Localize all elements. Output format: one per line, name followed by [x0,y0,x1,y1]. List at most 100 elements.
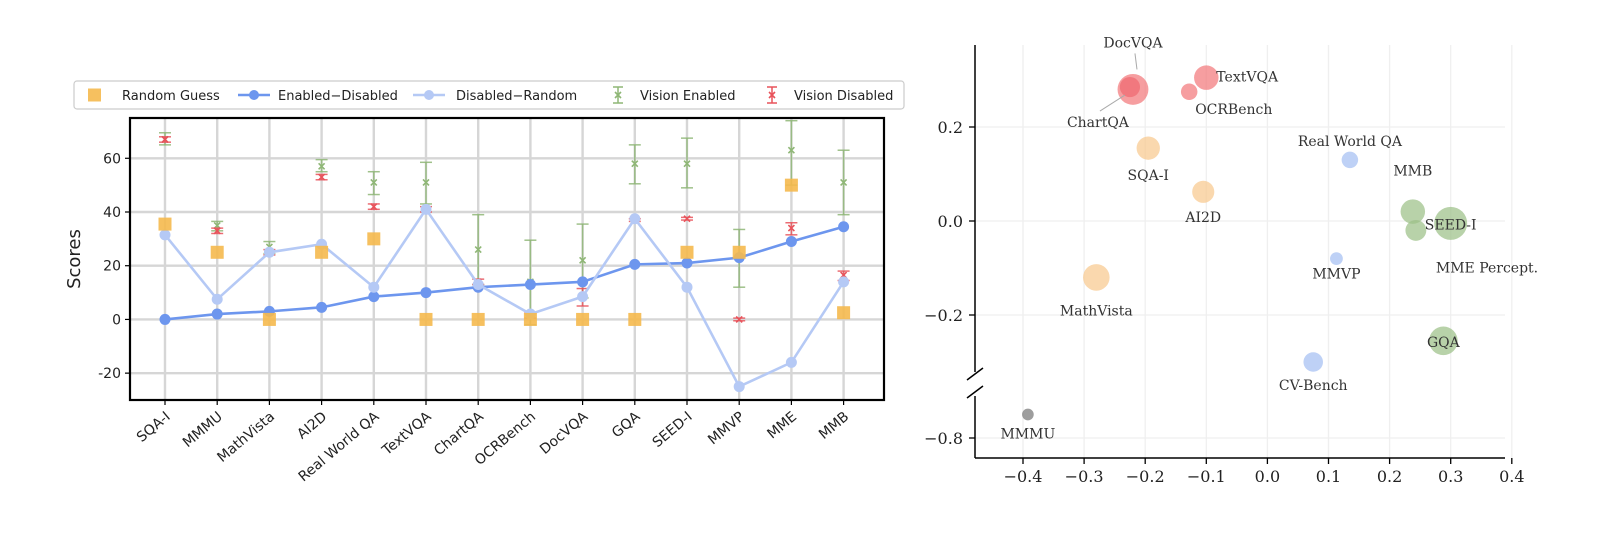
random-guess-marker [262,312,276,326]
left-grid [130,118,884,400]
random-guess-marker [315,245,329,259]
x-tick-label: 0.2 [1377,467,1402,486]
error-bar-mean [579,256,587,264]
random-guess-marker [784,178,798,192]
random-guess-marker [576,312,590,326]
bubble-label: DocVQA [1103,35,1163,51]
error-bar-mean [474,246,482,254]
bubble-label: MMMU [1000,427,1055,443]
legend-box [73,80,905,110]
series-point [159,229,171,241]
series-point [577,291,589,303]
right-grid [975,45,1513,458]
x-tick-label: MMMU [180,409,226,451]
right-axes: 0.2 0.0 −0.2 −0.8 −0.4 −0.3 −0.2 −0.1 0.0 0.1 0.2 0… [924,45,1525,486]
random-guess-marker [367,232,381,246]
series-point [316,301,328,313]
bubble-label: Real World QA [1298,134,1403,150]
axis-break-mark [966,367,984,381]
x-tick-label: AI2D [294,409,330,443]
legend-swatch [614,91,622,99]
x-tick-label: DocVQA [537,409,591,458]
label-leader-line [1099,94,1126,112]
x-tick-label: −0.1 [1187,467,1226,486]
x-tick-label: 0.1 [1316,467,1341,486]
series-point [211,308,223,320]
y-tick-label: −0.8 [924,429,963,448]
bubble [1136,136,1160,160]
series-point [681,257,693,269]
series-point [838,276,850,288]
series-point [629,258,641,270]
error-bar-mean [370,178,378,187]
series-point [733,381,745,393]
y-tick-label: -20 [98,366,121,382]
series-point [838,221,850,233]
series-line [164,225,844,321]
x-tick-label: SQA-I [134,409,174,446]
series-point [577,276,589,288]
x-tick-label: MMVP [705,409,748,448]
bubble-label: MathVista [1060,303,1133,319]
random-guess-marker [523,312,537,326]
x-tick-label: 0.4 [1499,467,1524,486]
bubble [1083,264,1110,291]
bubble-label: TextVQA [1216,70,1279,86]
x-tick-label: −0.2 [1126,467,1165,486]
bubble [1192,180,1215,203]
bubble [1400,199,1426,224]
x-tick-label: SEED-I [650,409,696,451]
random-guess-marker [471,312,485,326]
x-tick-label: MME [764,409,800,442]
bubble [1341,151,1359,169]
legend-label: Enabled−Disabled [278,89,398,104]
series-point [211,293,223,305]
bubble [1434,206,1468,240]
x-tick-label: MMB [816,409,852,443]
y-tick-label: 0.0 [938,212,963,231]
error-bar-mean [787,224,795,232]
x-tick-label: TextVQA [379,409,435,460]
random-guess-marker [628,312,642,326]
legend-label: Disabled−Random [456,89,577,104]
bubble-label: MMVP [1312,267,1360,283]
bubble-label: AI2D [1184,210,1221,226]
series-point [524,279,536,291]
series-point [159,313,171,325]
series-point [785,356,797,368]
bubble-label: CV-Bench [1279,378,1348,394]
bubble-label: MMB [1393,164,1432,180]
bubble-label: MME Percept. [1436,260,1538,276]
y-tick-label: −0.2 [924,306,963,325]
bubble [1022,408,1034,421]
series-point [368,291,380,303]
error-bar-mean [735,315,743,323]
error-bar-mean [840,178,848,187]
x-tick-label: 0.3 [1438,467,1463,486]
legend-swatch [768,91,776,99]
error-bar-mean [787,146,795,154]
x-tick-label: −0.3 [1065,467,1104,486]
legend-label: Vision Disabled [794,89,893,104]
series-point [420,203,432,215]
x-tick-label: GQA [609,409,644,442]
series-point [629,213,641,225]
random-guess-marker [732,245,746,259]
error-bar-mean [422,178,430,187]
y-tick-label: 40 [103,205,121,221]
random-guess-marker [158,217,172,231]
random-guess-marker [837,306,851,320]
bubble-label: SQA-I [1128,168,1169,184]
random-guess-marker [680,245,694,259]
axis-break-mark [966,385,984,399]
series-point [785,236,797,248]
legend-label: Random Guess [122,89,220,104]
bubble [1405,219,1427,241]
error-bar-mean [631,160,639,168]
x-tick-label: −0.4 [1004,467,1043,486]
error-bar-mean [683,160,691,168]
random-guess-marker [419,312,433,326]
left-plot-frame [128,116,886,402]
